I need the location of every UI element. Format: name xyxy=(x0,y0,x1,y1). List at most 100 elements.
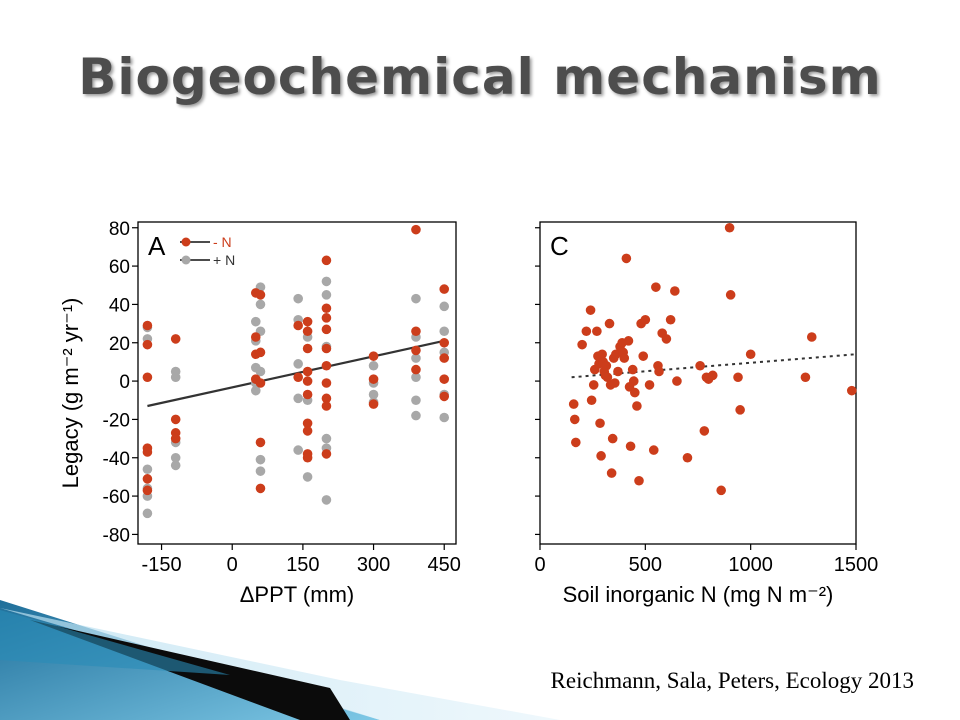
point-plus-n xyxy=(170,460,181,471)
point-minus-n xyxy=(621,253,632,264)
x-tick-label: 450 xyxy=(428,554,461,576)
point-minus-n xyxy=(592,326,602,337)
point-minus-n xyxy=(609,378,620,388)
point-minus-n xyxy=(745,349,756,360)
point-plus-n xyxy=(411,293,421,304)
point-minus-n xyxy=(644,380,655,390)
point-minus-n xyxy=(170,433,181,444)
point-minus-n xyxy=(293,372,303,383)
point-minus-n xyxy=(170,414,181,425)
y-tick-label: 0 xyxy=(119,372,130,393)
point-plus-n xyxy=(411,353,421,363)
point-minus-n xyxy=(321,401,332,411)
point-minus-n xyxy=(368,351,379,361)
point-plus-n xyxy=(293,293,303,304)
plot-frame xyxy=(137,221,457,545)
point-minus-n xyxy=(619,353,630,363)
y-tick-label: -60 xyxy=(103,487,130,508)
plot-frame xyxy=(539,221,857,545)
slide-title: Biogeochemical mechanism xyxy=(78,48,882,106)
panel-a: -150 0 150 300 450 ΔPPT (mm) 80 60 40 20 0 -20 -40 -6… xyxy=(58,219,461,607)
point-minus-n xyxy=(293,320,303,331)
point-minus-n xyxy=(321,343,332,354)
point-minus-n xyxy=(707,370,718,381)
point-minus-n xyxy=(623,336,634,346)
point-plus-n xyxy=(255,466,266,476)
legend-label: + N xyxy=(213,252,235,268)
point-minus-n xyxy=(597,349,607,360)
point-minus-n xyxy=(250,332,261,342)
point-minus-n xyxy=(321,393,332,404)
point-minus-n xyxy=(733,372,743,383)
point-plus-n xyxy=(255,454,266,465)
point-plus-n xyxy=(142,508,153,519)
point-minus-n xyxy=(321,313,332,323)
point-minus-n xyxy=(142,320,153,331)
point-minus-n xyxy=(142,447,153,457)
point-plus-n xyxy=(250,385,261,396)
point-minus-n xyxy=(601,360,612,371)
point-plus-n xyxy=(439,326,450,337)
point-minus-n xyxy=(321,324,332,335)
point-minus-n xyxy=(142,485,153,496)
point-minus-n xyxy=(628,376,639,386)
y-tick-label: -20 xyxy=(103,410,130,431)
x-tick-label: -150 xyxy=(142,554,182,576)
x-axis-label: ΔPPT (mm) xyxy=(240,582,355,607)
corner-decoration xyxy=(0,600,560,720)
point-minus-n xyxy=(142,474,153,484)
point-minus-n xyxy=(670,286,680,296)
trend-line xyxy=(571,353,857,379)
point-minus-n xyxy=(640,314,651,325)
point-plus-n xyxy=(302,472,313,482)
legend-marker-minus-n xyxy=(181,237,191,247)
point-minus-n xyxy=(302,389,313,400)
point-minus-n xyxy=(716,485,726,496)
point-minus-n xyxy=(630,387,640,398)
point-minus-n xyxy=(725,290,736,300)
point-minus-n xyxy=(255,347,266,358)
x-tick-label: 300 xyxy=(357,554,390,576)
point-plus-n xyxy=(321,290,332,300)
point-minus-n xyxy=(142,372,153,383)
point-plus-n xyxy=(321,276,332,287)
point-minus-n xyxy=(302,316,313,327)
point-minus-n xyxy=(661,334,672,344)
point-minus-n xyxy=(321,255,332,266)
point-minus-n xyxy=(439,374,450,384)
point-plus-n xyxy=(368,389,379,400)
point-minus-n xyxy=(255,437,266,448)
point-minus-n xyxy=(800,372,811,383)
point-minus-n xyxy=(602,372,613,383)
point-minus-n xyxy=(569,414,580,425)
point-minus-n xyxy=(699,426,710,436)
point-minus-n xyxy=(439,391,450,402)
point-minus-n xyxy=(568,399,579,409)
point-minus-n xyxy=(606,468,617,478)
x-tick-label: 0 xyxy=(227,554,238,576)
point-plus-n xyxy=(439,301,450,312)
point-plus-n xyxy=(411,372,421,383)
legend-label: - N xyxy=(213,234,232,250)
point-minus-n xyxy=(654,366,664,377)
point-minus-n xyxy=(596,451,606,461)
y-tick-label: -80 xyxy=(103,525,130,546)
point-plus-n xyxy=(439,412,450,423)
point-minus-n xyxy=(302,426,313,436)
y-tick-label: 20 xyxy=(109,334,130,355)
point-plus-n xyxy=(293,445,303,455)
point-minus-n xyxy=(321,378,332,388)
point-plus-n xyxy=(293,359,303,369)
point-plus-n xyxy=(255,299,266,310)
point-minus-n xyxy=(604,318,615,329)
y-tick-label: 60 xyxy=(109,257,130,278)
point-minus-n xyxy=(170,334,181,344)
point-minus-n xyxy=(142,339,153,350)
point-minus-n xyxy=(302,376,313,386)
point-minus-n xyxy=(439,337,450,348)
point-minus-n xyxy=(611,349,621,360)
panel-label: A xyxy=(148,231,166,261)
point-minus-n xyxy=(255,483,266,494)
y-tick-label: 40 xyxy=(109,295,130,316)
